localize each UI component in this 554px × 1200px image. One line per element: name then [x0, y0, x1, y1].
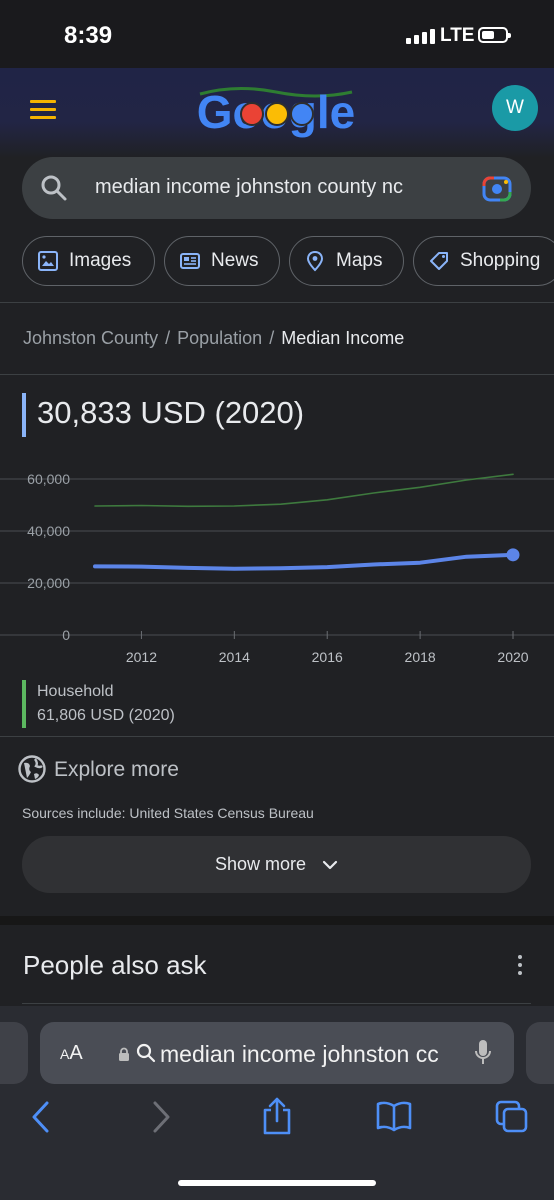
y-tick-label: 0 [62, 627, 70, 643]
battery-icon [478, 27, 511, 43]
status-time: 8:39 [64, 22, 113, 49]
aa-large-label: A [69, 1042, 83, 1064]
safari-toolbar [0, 1097, 554, 1144]
breadcrumb-item-county[interactable]: Johnston County [23, 328, 159, 348]
more-options-icon[interactable] [516, 955, 524, 977]
tabs-icon[interactable] [495, 1100, 529, 1134]
headline-value: 30,833 USD (2020) [37, 395, 305, 430]
bookmarks-icon[interactable] [376, 1100, 412, 1132]
median-income-line [93, 552, 515, 571]
next-tab-peek[interactable] [526, 1022, 554, 1084]
breadcrumb: Johnston County / Population / Median Income [23, 328, 404, 349]
y-tick-label: 40,000 [27, 523, 70, 539]
chip-label: Shopping [460, 250, 541, 271]
y-tick-label: 20,000 [27, 575, 70, 591]
chevron-down-icon [322, 860, 338, 869]
home-indicator [178, 1180, 376, 1186]
microphone-icon[interactable] [474, 1039, 492, 1067]
map-pin-icon [306, 250, 324, 272]
value-accent-bar [22, 393, 26, 437]
google-doodle-logo[interactable]: Google [196, 82, 356, 142]
show-more-label: Show more [214, 854, 307, 874]
y-tick-label: 60,000 [27, 471, 70, 487]
image-icon [38, 251, 58, 271]
x-tick-label: 2012 [126, 649, 157, 665]
chip-shopping[interactable]: Shopping [413, 236, 554, 286]
search-filter-chips: Images News Maps Shopping [22, 236, 554, 288]
latest-value-point [506, 548, 520, 562]
x-tick-label: 2020 [497, 649, 528, 665]
people-also-ask-title: People also ask [23, 950, 207, 980]
lock-icon [119, 1047, 129, 1061]
tag-icon [430, 252, 448, 270]
divider [0, 736, 554, 737]
menu-icon[interactable] [30, 100, 56, 119]
globe-icon [18, 755, 46, 783]
google-lens-icon[interactable] [482, 174, 512, 202]
breadcrumb-item-population[interactable]: Population [177, 328, 263, 348]
legend-series-value: 61,806 USD (2020) [37, 707, 175, 724]
median-income-chart[interactable]: 60,000 40,000 20,000 0 2012 2014 2016 2018 2020 [0, 460, 554, 670]
chip-maps[interactable]: Maps [289, 236, 404, 286]
chip-images[interactable]: Images [22, 236, 155, 286]
chip-label: Images [69, 250, 132, 271]
chip-label: News [211, 250, 259, 271]
reader-format-button[interactable]: AA [60, 1042, 83, 1065]
divider [0, 374, 554, 375]
back-arrow-icon[interactable] [30, 1100, 52, 1134]
avatar[interactable]: W [492, 85, 538, 131]
news-icon [180, 253, 200, 269]
google-header: Google W [0, 68, 554, 158]
x-tick-label: 2016 [312, 649, 343, 665]
show-more-button[interactable]: Show more [22, 836, 531, 893]
sources-note: Sources include: United States Census Bu… [22, 805, 314, 821]
breadcrumb-separator: / [269, 328, 275, 348]
search-box[interactable]: median income johnston county nc [22, 157, 531, 219]
divider [22, 1003, 531, 1004]
divider [0, 302, 554, 303]
search-input[interactable]: median income johnston county nc [95, 176, 403, 198]
signal-icon [406, 29, 435, 44]
aa-small-label: A [60, 1046, 70, 1062]
x-tick-label: 2018 [405, 649, 436, 665]
forward-arrow-icon[interactable] [150, 1100, 172, 1134]
address-text[interactable]: median income johnston cc [160, 1041, 439, 1067]
breadcrumb-current: Median Income [281, 328, 405, 348]
household-income-line [94, 473, 514, 508]
search-icon [136, 1043, 156, 1063]
legend-series-name: Household [37, 683, 114, 700]
previous-tab-peek[interactable] [0, 1022, 28, 1084]
x-tick-label: 2014 [219, 649, 250, 665]
share-icon[interactable] [261, 1096, 293, 1136]
explore-more-link[interactable]: Explore more [54, 758, 179, 781]
network-label: LTE [440, 25, 475, 46]
address-bar[interactable]: AA median income johnston cc [40, 1022, 514, 1084]
status-bar: 8:39 LTE [0, 0, 554, 68]
breadcrumb-separator: / [165, 328, 171, 348]
section-gap [0, 916, 554, 925]
legend-color-bar [22, 680, 26, 728]
search-icon[interactable] [40, 174, 68, 202]
chip-news[interactable]: News [164, 236, 280, 286]
chip-label: Maps [336, 250, 383, 271]
